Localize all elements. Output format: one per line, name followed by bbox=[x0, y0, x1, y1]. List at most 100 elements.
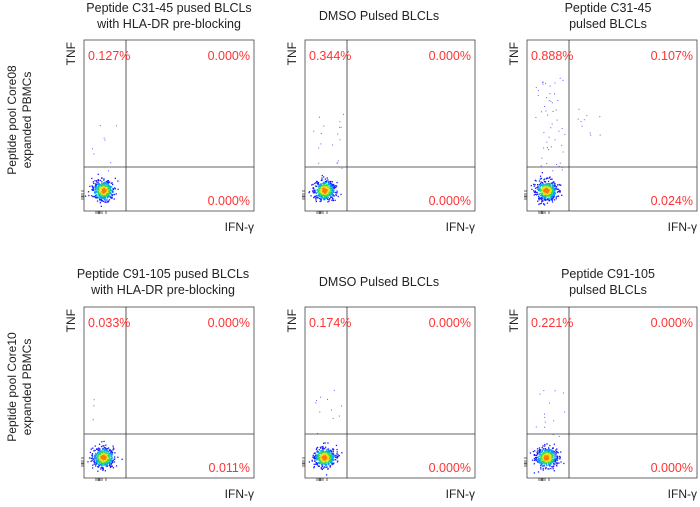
event-dot bbox=[543, 187, 546, 190]
event-dot bbox=[544, 192, 546, 194]
event-dot bbox=[552, 461, 554, 463]
event-dot bbox=[326, 462, 328, 465]
axis-ticks bbox=[81, 457, 107, 481]
event-dot bbox=[97, 449, 99, 452]
event-dot-sparse bbox=[331, 409, 332, 411]
event-dot bbox=[324, 194, 326, 197]
event-dot bbox=[533, 185, 535, 187]
event-dot bbox=[541, 455, 543, 458]
event-dot bbox=[548, 447, 550, 449]
event-dot bbox=[552, 186, 555, 188]
event-dot bbox=[549, 462, 552, 465]
event-dot bbox=[545, 458, 547, 460]
event-dot bbox=[321, 464, 323, 467]
event-dot bbox=[91, 459, 93, 462]
event-dot-sparse bbox=[550, 127, 552, 129]
event-dot bbox=[546, 460, 549, 462]
event-dot bbox=[548, 191, 550, 193]
event-dot bbox=[103, 457, 105, 460]
event-dot bbox=[103, 198, 106, 200]
event-dot bbox=[99, 198, 101, 200]
event-dot bbox=[110, 451, 112, 453]
event-dot bbox=[317, 451, 319, 453]
event-dot bbox=[109, 462, 111, 465]
event-dot bbox=[322, 452, 324, 455]
event-dot bbox=[331, 458, 333, 460]
event-dot bbox=[548, 188, 550, 190]
event-dot bbox=[321, 455, 323, 457]
event-dot bbox=[99, 184, 101, 186]
event-dot bbox=[102, 186, 104, 188]
event-dot bbox=[553, 443, 555, 445]
event-dot bbox=[541, 200, 543, 203]
event-dot bbox=[535, 191, 537, 193]
event-dot bbox=[105, 444, 107, 446]
event-dot bbox=[549, 456, 551, 459]
event-dot bbox=[543, 203, 545, 205]
event-dot bbox=[104, 191, 106, 193]
event-dot bbox=[100, 192, 102, 195]
event-dot bbox=[110, 196, 113, 199]
event-dot-sparse bbox=[563, 392, 564, 394]
event-dot bbox=[326, 452, 328, 455]
event-dot bbox=[536, 191, 538, 194]
event-dot bbox=[328, 185, 331, 188]
event-dot bbox=[561, 194, 563, 196]
event-dot bbox=[99, 188, 101, 190]
x-axis-label: IFN-γ bbox=[446, 220, 475, 234]
event-dot bbox=[330, 190, 332, 192]
event-dot bbox=[90, 457, 92, 459]
event-dot bbox=[108, 199, 111, 201]
event-dot bbox=[106, 457, 108, 459]
event-dot bbox=[99, 452, 101, 454]
event-dot bbox=[99, 187, 101, 189]
event-dot bbox=[324, 463, 326, 466]
event-dot bbox=[336, 191, 338, 194]
event-dot bbox=[324, 460, 326, 462]
event-dot bbox=[321, 189, 323, 191]
cell-population-1 bbox=[84, 125, 119, 207]
event-dot bbox=[548, 462, 551, 464]
event-dot bbox=[533, 190, 535, 192]
event-dot bbox=[104, 192, 106, 194]
event-dot bbox=[541, 446, 543, 449]
event-dot bbox=[550, 452, 552, 454]
event-dot bbox=[101, 191, 103, 193]
event-dot bbox=[99, 190, 101, 193]
event-dot bbox=[319, 194, 321, 197]
event-dot bbox=[323, 197, 326, 199]
event-dot bbox=[534, 458, 536, 461]
event-dot-sparse bbox=[542, 81, 544, 83]
event-dot bbox=[96, 460, 99, 462]
event-dot bbox=[558, 189, 560, 191]
event-dot bbox=[327, 190, 329, 192]
event-dot-sparse bbox=[327, 398, 328, 400]
event-dot bbox=[103, 450, 106, 452]
event-dot bbox=[541, 195, 544, 197]
event-dot bbox=[552, 451, 555, 454]
event-dot bbox=[113, 461, 116, 463]
event-dot bbox=[338, 455, 340, 457]
event-dot bbox=[316, 189, 319, 191]
event-dot bbox=[102, 459, 104, 461]
event-dot bbox=[548, 459, 550, 462]
event-dot bbox=[327, 468, 329, 470]
event-dot-sparse bbox=[544, 413, 545, 415]
event-dot bbox=[317, 462, 319, 464]
event-dot-sparse bbox=[544, 426, 546, 428]
event-dot bbox=[104, 454, 106, 456]
event-dot bbox=[109, 452, 111, 454]
event-dot bbox=[546, 193, 549, 196]
event-dot-sparse bbox=[543, 390, 545, 392]
event-dot bbox=[545, 189, 548, 192]
event-dot bbox=[550, 195, 552, 198]
event-dot bbox=[99, 461, 101, 463]
event-dot bbox=[544, 193, 547, 195]
event-dot bbox=[103, 189, 105, 191]
event-dot bbox=[542, 200, 544, 202]
event-dot bbox=[94, 191, 96, 194]
event-dot bbox=[327, 179, 329, 181]
quadrant-upper-left-value: 0.033% bbox=[88, 316, 130, 330]
event-dot-sparse bbox=[546, 162, 548, 164]
event-dot bbox=[546, 185, 548, 187]
